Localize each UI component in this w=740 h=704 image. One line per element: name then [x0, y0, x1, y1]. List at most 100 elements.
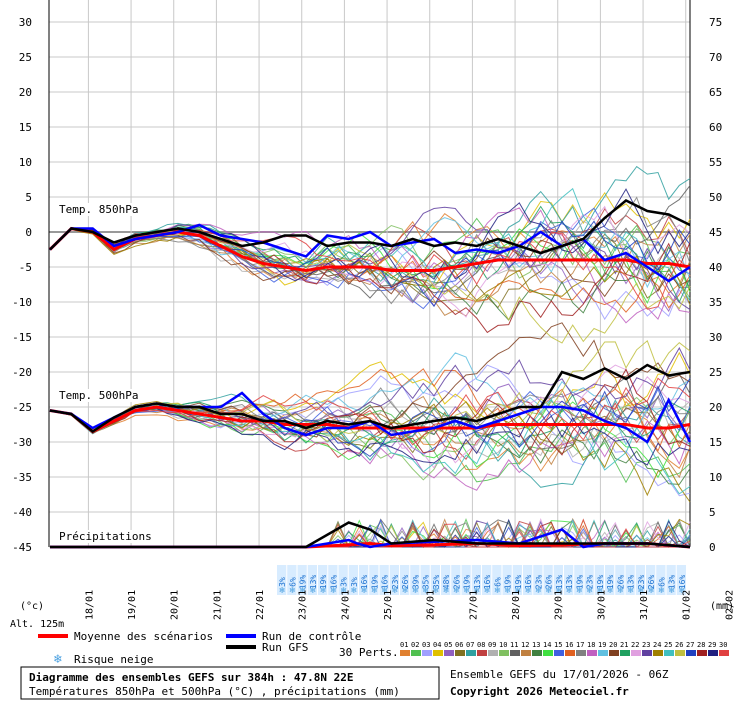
right-tick-label: 35	[709, 296, 722, 309]
snow-risk-cell	[359, 565, 369, 595]
snowflake-icon: ❄	[433, 586, 439, 596]
x-tick-label: 20/01	[170, 590, 181, 620]
left-tick-label: 10	[19, 156, 32, 169]
left-tick-label: -45	[12, 541, 32, 554]
snow-risk-cell	[574, 565, 584, 595]
snowflake-icon: ❄	[669, 586, 675, 596]
snowflake-icon: ❄	[464, 586, 470, 596]
precip-label: Précipitations	[59, 530, 152, 543]
pert-number: 27	[686, 641, 694, 649]
left-tick-label: 5	[25, 191, 32, 204]
x-tick-label: 18/01	[84, 590, 95, 620]
snow-risk-value: 13%	[309, 575, 318, 590]
x-tick-label: 21/01	[212, 590, 223, 620]
pert-number: 29	[708, 641, 716, 649]
right-tick-label: 40	[709, 261, 722, 274]
pert-number: 17	[576, 641, 584, 649]
snowflake-icon: ❄	[515, 586, 521, 596]
snow-risk-cell	[584, 565, 594, 595]
snow-risk-value: 19%	[514, 575, 523, 590]
snow-risk-value: 39%	[411, 575, 420, 590]
snow-risk-value: 19%	[606, 575, 615, 590]
member-line	[49, 377, 691, 446]
snowflake-icon: ❄	[597, 586, 603, 596]
right-unit: (mm)	[710, 601, 734, 612]
snow-risk-cell	[646, 565, 656, 595]
pert-swatch	[554, 650, 564, 656]
pert-swatch	[510, 650, 520, 656]
x-tick-label: 30/01	[596, 590, 607, 620]
snowflake-icon: ❄	[443, 586, 449, 596]
snow-risk-cell	[287, 565, 297, 595]
snow-risk-cell	[277, 565, 287, 595]
snowflake-icon: ❄	[310, 586, 316, 596]
snow-risk-value: 26%	[452, 575, 461, 590]
snow-risk-value: 16%	[329, 575, 338, 590]
pert-swatch	[697, 650, 707, 656]
x-tick-label: 19/01	[127, 590, 138, 620]
right-tick-label: 50	[709, 191, 722, 204]
pert-number: 01	[400, 641, 408, 649]
snow-risk-cell	[543, 565, 553, 595]
pert-number: 03	[422, 641, 430, 649]
snow-risk-cell	[594, 565, 604, 595]
snowflake-icon: ❄	[648, 586, 654, 596]
snow-risk-cell	[318, 565, 328, 595]
snow-risk-value: 26%	[616, 575, 625, 590]
snowflake-icon: ❄	[607, 586, 613, 596]
snowflake-icon: ❄	[628, 586, 634, 596]
snow-risk-value: 16%	[360, 575, 369, 590]
snow-risk-cell	[553, 565, 563, 595]
pert-swatch	[466, 650, 476, 656]
snow-risk-cell	[461, 565, 471, 595]
snow-risk-value: 6%	[657, 577, 666, 587]
pert-swatch	[411, 650, 421, 656]
left-tick-label: -10	[12, 296, 32, 309]
pert-swatch	[587, 650, 597, 656]
footer-title-box	[20, 666, 440, 700]
snow-risk-cell	[625, 565, 635, 595]
pert-swatch	[565, 650, 575, 656]
snow-risk-value: 19%	[463, 575, 472, 590]
x-tick-label: 25/01	[383, 590, 394, 620]
snow-risk-cell	[656, 565, 666, 595]
snowflake-icon: ❄	[546, 586, 552, 596]
left-tick-label: 15	[19, 121, 32, 134]
snowflake-icon: ❄	[454, 586, 460, 596]
pert-swatch	[719, 650, 729, 656]
mean-legend-label: Moyenne des scénarios	[74, 630, 213, 643]
snowflake-icon: ❄	[372, 586, 378, 596]
member-line	[49, 387, 691, 455]
left-tick-label: 25	[19, 51, 32, 64]
pert-number: 02	[411, 641, 419, 649]
left-unit: (°c)	[20, 601, 44, 612]
series-line	[49, 405, 691, 434]
snow-risk-cell	[420, 565, 430, 595]
left-tick-label: -40	[12, 506, 32, 519]
right-tick-label: 20	[709, 401, 722, 414]
right-tick-label: 60	[709, 121, 722, 134]
pert-swatch	[675, 650, 685, 656]
snow-risk-cell	[676, 565, 686, 595]
snowflake-icon: ❄	[474, 586, 480, 596]
x-tick-label: 24/01	[340, 590, 351, 620]
pert-number: 08	[477, 641, 485, 649]
pert-number: 09	[488, 641, 496, 649]
snowflake-icon: ❄	[679, 586, 685, 596]
left-tick-label: 30	[19, 16, 32, 29]
left-tick-label: 0	[25, 226, 32, 239]
snow-risk-value: 6%	[493, 577, 502, 587]
pert-swatch	[433, 650, 443, 656]
snow-risk-value: 19%	[504, 575, 513, 590]
right-tick-label: 30	[709, 331, 722, 344]
pert-swatch	[653, 650, 663, 656]
series-line	[49, 363, 691, 434]
x-tick-label: 26/01	[426, 590, 437, 620]
left-axis-ticks: 30 25 20 15 10 5 0 -5 -10 -15 -20 -25 -30 -35 -40 -45	[12, 16, 32, 554]
right-tick-label: 75	[709, 16, 722, 29]
snowflake-icon: ❄	[341, 586, 347, 596]
right-tick-label: 65	[709, 86, 722, 99]
